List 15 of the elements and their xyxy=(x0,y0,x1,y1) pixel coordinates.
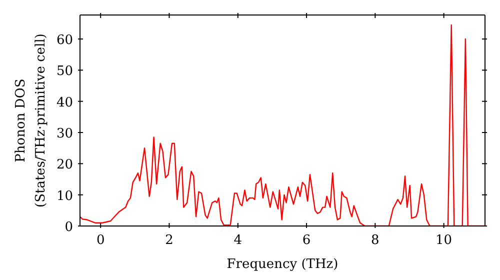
y-tick-label: 60 xyxy=(56,33,73,48)
y-axis-title: Phonon DOS (States/THz·primitive cell) xyxy=(14,33,48,208)
x-tick-label: 2 xyxy=(165,233,174,248)
x-tick-label: 6 xyxy=(302,233,311,248)
y-tick-label: 50 xyxy=(56,64,73,80)
x-tick-label: 8 xyxy=(371,233,380,248)
y-tick-label: 40 xyxy=(56,95,73,110)
x-tick-label: 0 xyxy=(96,233,105,248)
x-tick-label: 10 xyxy=(436,233,452,248)
y-tick-label: 20 xyxy=(56,158,73,173)
y-tick-label: 30 xyxy=(56,126,73,142)
y-tick-label: 0 xyxy=(64,220,73,235)
y-tick-label: 10 xyxy=(56,188,73,204)
x-axis-title: Frequency (THz) xyxy=(226,257,338,272)
x-tick-label: 4 xyxy=(234,233,242,248)
